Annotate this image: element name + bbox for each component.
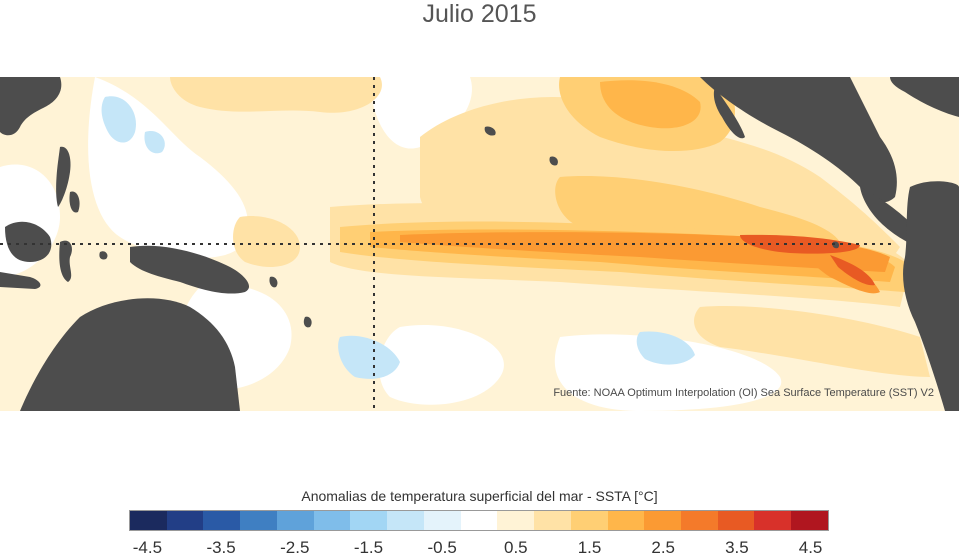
colorbar-swatch <box>276 511 314 530</box>
colorbar-tick-label: -0.5 <box>427 538 457 557</box>
colorbar-tick-label: 1.5 <box>577 538 602 557</box>
colorbar-swatch <box>313 511 351 530</box>
colorbar-swatch <box>570 511 608 530</box>
colorbar-tick-label: 0.5 <box>504 538 528 557</box>
colorbar-tick-label: 4.5 <box>798 538 823 557</box>
data-source-note: Fuente: NOAA Optimum Interpolation (OI) … <box>553 387 934 399</box>
colorbar-swatch <box>166 511 204 530</box>
colorbar-swatch <box>240 511 277 530</box>
colorbar-ticks: -4.5 -3.5 -2.5 -1.5 -0.5 0.5 1.5 2.5 3.5 4.5 <box>0 538 959 558</box>
land <box>0 77 959 411</box>
colorbar-tick-label: 2.5 <box>651 538 676 557</box>
colorbar-swatch <box>203 511 241 530</box>
sst-anomaly-map <box>0 77 959 411</box>
colorbar-swatch <box>717 511 755 530</box>
colorbar <box>129 510 829 531</box>
colorbar-swatch <box>130 511 167 530</box>
map-title: Julio 2015 <box>422 0 537 28</box>
colorbar-tick-label: -2.5 <box>280 538 310 557</box>
colorbar-swatch <box>791 511 828 530</box>
colorbar-tick-label: -4.5 <box>132 538 163 557</box>
colorbar-swatch <box>350 511 388 530</box>
colorbar-swatch <box>681 511 718 530</box>
anomaly-cool <box>101 96 695 379</box>
colorbar-title: Anomalias de temperatura superficial del… <box>301 488 658 504</box>
colorbar-tick-label: -3.5 <box>206 538 236 557</box>
colorbar-swatch <box>497 511 535 530</box>
colorbar-swatch <box>607 511 645 530</box>
colorbar-tick-label: -1.5 <box>353 538 384 557</box>
colorbar-swatch <box>534 511 571 530</box>
colorbar-swatch <box>754 511 792 530</box>
colorbar-swatch <box>423 511 461 530</box>
colorbar-swatch <box>460 511 498 530</box>
colorbar-swatch <box>644 511 682 530</box>
colorbar-swatch <box>387 511 424 530</box>
colorbar-tick-label: 3.5 <box>725 538 749 557</box>
